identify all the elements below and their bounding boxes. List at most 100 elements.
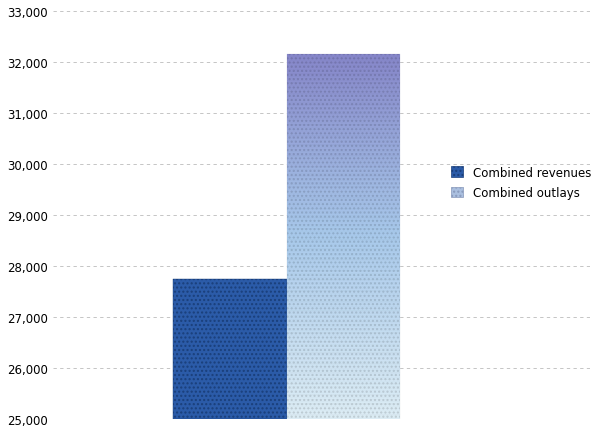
Bar <box>287 157 400 159</box>
Bar <box>287 97 400 99</box>
Bar <box>287 59 400 61</box>
Bar <box>287 281 400 283</box>
Bar <box>287 415 400 417</box>
Bar <box>287 148 400 150</box>
Bar <box>287 113 400 115</box>
Bar <box>287 363 400 365</box>
Bar <box>287 312 400 313</box>
Bar <box>287 133 400 135</box>
Bar <box>287 121 400 122</box>
Bar <box>287 184 400 186</box>
Bar <box>287 328 400 330</box>
Bar <box>287 322 400 325</box>
Bar <box>287 190 400 192</box>
Bar <box>287 266 400 268</box>
Bar <box>287 244 400 246</box>
Bar <box>287 232 400 233</box>
Bar <box>287 122 400 124</box>
Bar <box>287 348 400 350</box>
Bar <box>287 57 400 59</box>
Bar <box>287 126 400 128</box>
Bar <box>287 151 400 154</box>
Bar <box>287 417 400 419</box>
Bar <box>287 128 400 130</box>
Bar <box>287 68 400 70</box>
Bar <box>287 306 400 308</box>
Bar <box>287 297 400 299</box>
Bar <box>287 293 400 296</box>
Bar <box>287 337 400 339</box>
Bar <box>287 70 400 72</box>
Bar <box>287 325 400 326</box>
Bar <box>287 137 400 139</box>
Bar <box>287 226 400 228</box>
Bar <box>287 355 400 357</box>
Bar <box>287 101 400 102</box>
Bar <box>287 139 400 141</box>
Bar <box>287 210 400 212</box>
Bar <box>287 170 400 171</box>
Bar <box>287 174 400 175</box>
Bar <box>287 334 400 335</box>
Bar <box>287 192 400 194</box>
Bar <box>287 343 400 345</box>
Bar <box>287 408 400 410</box>
Bar <box>287 395 400 397</box>
Bar <box>287 284 400 286</box>
Bar <box>287 235 400 237</box>
Bar <box>287 386 400 388</box>
Bar <box>287 219 400 221</box>
Bar <box>287 370 400 372</box>
Bar <box>287 119 400 121</box>
Bar <box>287 283 400 284</box>
Bar <box>287 88 400 90</box>
Bar <box>287 390 400 392</box>
Bar <box>287 385 400 386</box>
Bar <box>287 241 400 243</box>
Bar <box>287 321 400 322</box>
Bar <box>287 132 400 133</box>
Bar <box>287 381 400 383</box>
Bar <box>287 224 400 226</box>
Bar <box>287 77 400 79</box>
Bar <box>287 275 400 277</box>
Bar <box>287 252 400 253</box>
Bar <box>287 212 400 214</box>
Bar <box>287 206 400 208</box>
Bar <box>287 354 400 355</box>
Bar <box>287 164 400 166</box>
Bar <box>287 332 400 334</box>
Bar <box>287 162 400 164</box>
Bar <box>287 161 400 162</box>
Bar <box>287 90 400 92</box>
Bar <box>287 81 400 82</box>
Bar <box>287 179 400 181</box>
Bar <box>287 188 400 190</box>
Bar <box>287 230 400 232</box>
Bar <box>287 154 400 155</box>
Bar <box>287 330 400 332</box>
Bar <box>173 279 287 419</box>
Bar <box>287 339 400 341</box>
Bar <box>287 181 400 183</box>
Bar <box>287 401 400 403</box>
Bar <box>287 62 400 64</box>
Bar <box>287 261 400 263</box>
Bar <box>287 197 400 199</box>
Bar <box>287 412 400 414</box>
Bar <box>287 406 400 408</box>
Bar <box>287 208 400 210</box>
Bar <box>287 359 400 361</box>
Bar <box>287 350 400 352</box>
Bar <box>287 142 400 145</box>
Bar <box>287 177 400 179</box>
Bar <box>287 61 400 62</box>
Bar <box>287 168 400 170</box>
Bar <box>287 365 400 366</box>
Bar <box>287 171 400 174</box>
Bar <box>287 75 400 77</box>
Bar <box>287 73 400 75</box>
Bar <box>287 292 400 293</box>
Bar <box>287 124 400 126</box>
Bar <box>287 410 400 412</box>
